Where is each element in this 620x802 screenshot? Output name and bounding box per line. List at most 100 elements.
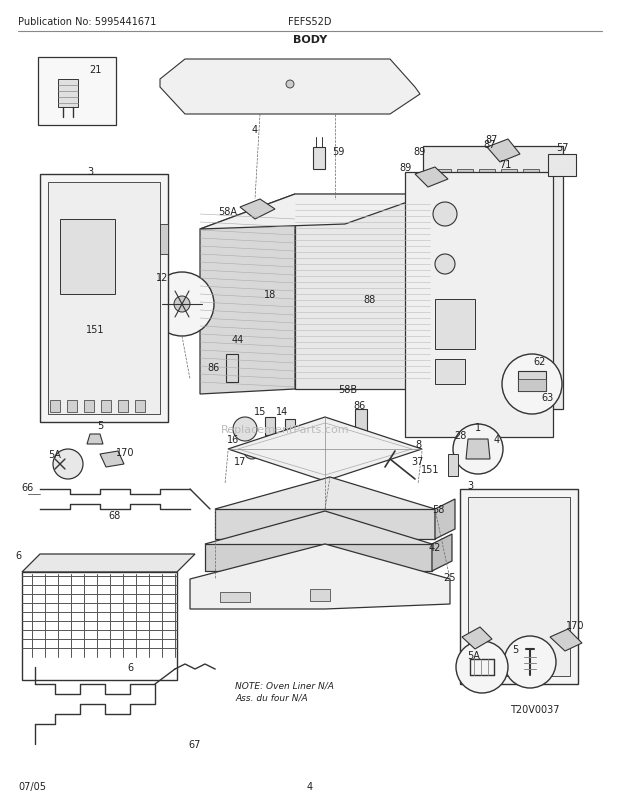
Bar [523, 338, 539, 358]
Bar [457, 366, 473, 386]
Bar [310, 589, 330, 602]
Bar [50, 400, 60, 412]
Bar [479, 170, 495, 190]
Polygon shape [550, 630, 582, 651]
Text: 25: 25 [444, 573, 456, 582]
Text: 12: 12 [156, 273, 168, 282]
Bar [435, 198, 451, 217]
Bar [523, 253, 539, 273]
Bar [160, 225, 168, 255]
Polygon shape [100, 452, 124, 468]
Text: 15: 15 [254, 407, 266, 416]
Bar [479, 366, 495, 386]
Bar [457, 310, 473, 330]
Bar [479, 253, 495, 273]
Text: 3: 3 [87, 167, 93, 176]
Text: 6: 6 [15, 550, 21, 561]
Bar [220, 592, 250, 602]
Polygon shape [487, 140, 520, 163]
Bar [457, 338, 473, 358]
Bar [523, 170, 539, 190]
Text: 170: 170 [565, 620, 584, 630]
Bar [48, 183, 160, 415]
Bar [435, 170, 451, 190]
Text: 18: 18 [264, 290, 276, 300]
Bar [22, 573, 177, 680]
Bar [501, 225, 517, 245]
Polygon shape [200, 195, 430, 229]
Bar [355, 410, 367, 431]
Text: 63: 63 [542, 392, 554, 403]
Bar [60, 220, 115, 294]
Text: 58A: 58A [218, 207, 237, 217]
Text: 17: 17 [234, 456, 246, 467]
Bar [226, 354, 238, 383]
Text: 07/05: 07/05 [18, 781, 46, 791]
Bar [479, 225, 495, 245]
Text: Publication No: 5995441671: Publication No: 5995441671 [18, 17, 156, 27]
Circle shape [233, 418, 257, 441]
Circle shape [504, 636, 556, 688]
Polygon shape [215, 509, 435, 539]
Text: 4: 4 [307, 781, 313, 791]
Bar [518, 379, 546, 391]
Text: 57: 57 [556, 143, 569, 153]
Text: 5A: 5A [467, 650, 481, 660]
Text: 87: 87 [486, 135, 498, 145]
Text: 86: 86 [354, 400, 366, 411]
Polygon shape [466, 439, 490, 460]
Text: 8: 8 [415, 439, 421, 449]
Text: 58: 58 [432, 504, 444, 514]
Bar [460, 489, 578, 684]
Circle shape [435, 255, 455, 274]
Bar [501, 338, 517, 358]
Circle shape [244, 444, 260, 460]
Bar [468, 497, 570, 676]
Text: FEFS52D: FEFS52D [288, 17, 332, 27]
Circle shape [286, 81, 294, 89]
Polygon shape [87, 435, 103, 444]
Text: 37: 37 [412, 456, 424, 467]
Polygon shape [435, 500, 455, 539]
Polygon shape [205, 545, 432, 571]
Bar [435, 338, 451, 358]
Text: 5: 5 [512, 644, 518, 654]
Text: 151: 151 [86, 325, 104, 334]
Polygon shape [432, 534, 452, 571]
Polygon shape [58, 80, 78, 107]
Text: Ass. du four N/A: Ass. du four N/A [235, 693, 308, 702]
Bar [435, 366, 451, 386]
Polygon shape [405, 172, 553, 437]
Bar [457, 170, 473, 190]
Text: 16: 16 [227, 435, 239, 444]
Bar [435, 300, 475, 350]
Polygon shape [423, 147, 563, 410]
Text: 170: 170 [116, 448, 135, 457]
Bar [135, 400, 145, 412]
Text: 14: 14 [276, 407, 288, 416]
Bar [523, 198, 539, 217]
Text: 88: 88 [364, 294, 376, 305]
Bar [435, 359, 465, 384]
Text: 28: 28 [454, 431, 466, 440]
Text: 86: 86 [207, 363, 219, 373]
Text: 71: 71 [499, 160, 511, 170]
Text: 87: 87 [484, 140, 496, 150]
Text: 5A: 5A [48, 449, 61, 460]
Text: 68: 68 [108, 510, 120, 520]
Polygon shape [240, 200, 275, 220]
Circle shape [502, 354, 562, 415]
Text: 21: 21 [89, 65, 101, 75]
Circle shape [456, 642, 508, 693]
Bar [523, 310, 539, 330]
Bar [38, 58, 116, 126]
Circle shape [433, 203, 457, 227]
Bar [501, 253, 517, 273]
Bar [101, 400, 111, 412]
Bar [313, 148, 325, 170]
Text: 89: 89 [400, 163, 412, 172]
Text: 3: 3 [467, 480, 473, 490]
Polygon shape [415, 168, 448, 188]
Bar [457, 198, 473, 217]
Bar [548, 155, 576, 176]
